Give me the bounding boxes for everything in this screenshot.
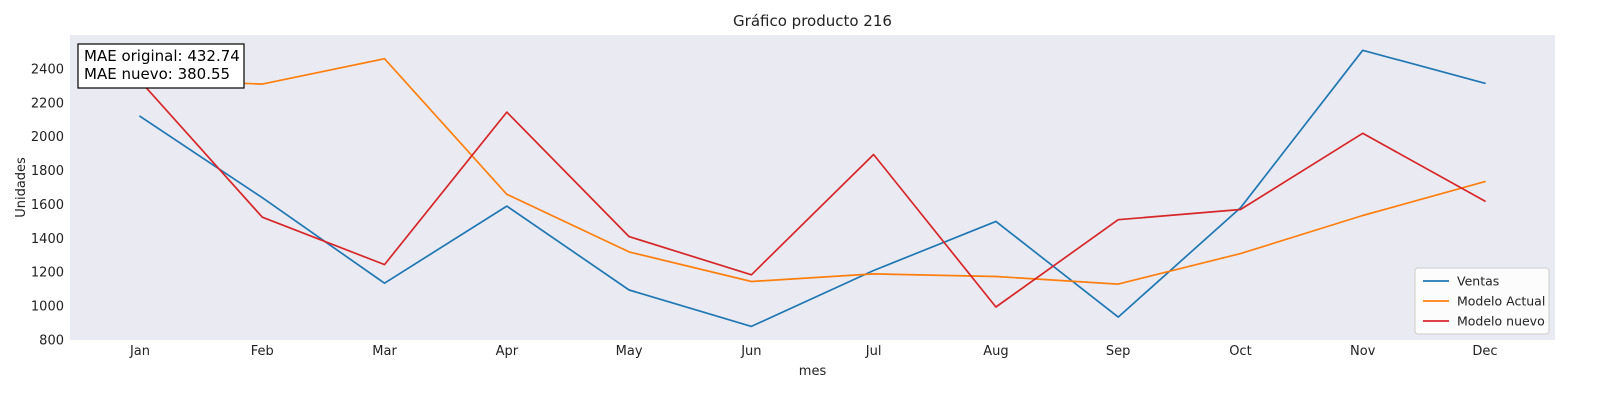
series-line-1 xyxy=(139,49,1486,328)
x-tick-label: Dec xyxy=(1472,344,1497,359)
mae-annotation-box: MAE original: 432.74 MAE nuevo: 380.55 xyxy=(77,43,245,89)
x-tick-label: Aug xyxy=(983,344,1008,359)
x-axis-label: mes xyxy=(799,364,827,379)
x-tick-label: Jan xyxy=(129,344,150,359)
chart-title: Gráfico producto 216 xyxy=(733,12,892,30)
x-tick-label: Oct xyxy=(1229,344,1251,359)
legend-item: Modelo Actual xyxy=(1423,294,1545,309)
x-axis-ticks: Jan Feb Mar Apr May Jun Jul Aug Sep Oct Nov Dec xyxy=(129,344,1498,359)
plot-area xyxy=(70,35,1555,340)
legend: Ventas Modelo Actual Modelo nuevo xyxy=(1414,267,1550,335)
series-line-3 xyxy=(139,79,1486,308)
annotation-mae-nuevo: MAE nuevo: 380.55 xyxy=(84,65,230,83)
x-tick-label: Sep xyxy=(1106,344,1131,359)
y-tick-label: 1000 xyxy=(31,300,64,315)
y-tick-label: 1400 xyxy=(31,232,64,247)
y-tick-label: 1600 xyxy=(31,198,64,213)
y-tick-label: 2000 xyxy=(31,130,64,145)
x-tick-label: Nov xyxy=(1350,344,1376,359)
y-tick-label: 2200 xyxy=(31,96,64,111)
legend-label: Modelo Actual xyxy=(1457,294,1545,309)
y-axis-label: Unidades xyxy=(14,157,29,218)
legend-frame xyxy=(1414,267,1550,335)
y-axis-ticks: 800 1000 1200 1400 1600 1800 2000 2200 2400 xyxy=(31,62,64,348)
y-tick-label: 1800 xyxy=(31,164,64,179)
y-tick-label: 800 xyxy=(39,334,64,349)
legend-item: Modelo nuevo xyxy=(1423,314,1545,329)
series-line-2 xyxy=(139,57,1486,285)
series-layer xyxy=(139,49,1486,328)
x-tick-label: Mar xyxy=(372,344,397,359)
x-tick-label: Jun xyxy=(740,344,761,359)
x-tick-label: May xyxy=(616,344,643,359)
legend-label: Ventas xyxy=(1457,274,1499,289)
x-tick-label: Jul xyxy=(865,344,882,359)
annotation-mae-original: MAE original: 432.74 xyxy=(84,47,240,65)
y-tick-label: 2400 xyxy=(31,62,64,77)
legend-item: Ventas xyxy=(1423,274,1499,289)
legend-label: Modelo nuevo xyxy=(1457,314,1545,329)
y-tick-label: 1200 xyxy=(31,266,64,281)
annotation-frame xyxy=(77,43,245,89)
x-tick-label: Feb xyxy=(251,344,274,359)
x-tick-label: Apr xyxy=(496,344,519,359)
